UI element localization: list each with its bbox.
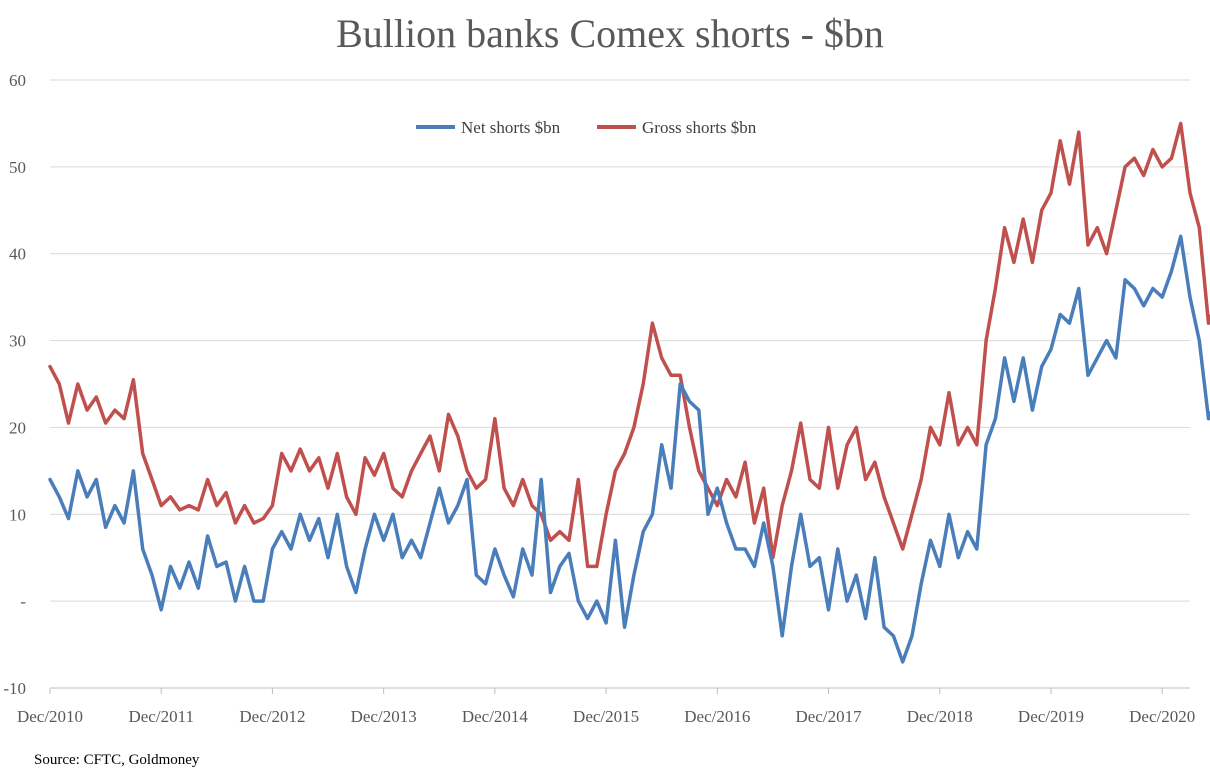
series-line-gross-shorts: [48, 121, 1210, 569]
y-tick-label: 40: [9, 245, 26, 264]
series-lines: [48, 121, 1210, 664]
source-note: Source: CFTC, Goldmoney: [34, 752, 200, 768]
x-tick-label: Dec/2010: [17, 707, 83, 726]
y-tick-label: -10: [3, 679, 26, 698]
legend-label-net: Net shorts $bn: [461, 118, 561, 137]
y-axis-ticks: 60 50 40 30 20 10 - -10: [3, 71, 26, 698]
y-tick-label: 20: [9, 418, 26, 437]
x-tick-label: Dec/2013: [351, 707, 417, 726]
y-tick-label: 30: [9, 332, 26, 351]
x-tick-label: Dec/2017: [795, 707, 862, 726]
y-tick-label: -: [20, 592, 26, 611]
y-tick-label: 50: [9, 158, 26, 177]
x-axis-ticks: Dec/2010 Dec/2011 Dec/2012 Dec/2013 Dec/2014…: [17, 688, 1195, 726]
series-line-net-shorts: [48, 234, 1210, 664]
x-tick-label: Dec/2015: [573, 707, 639, 726]
x-tick-label: Dec/2014: [462, 707, 529, 726]
y-tick-label: 10: [9, 505, 26, 524]
legend-label-gross: Gross shorts $bn: [642, 118, 757, 137]
x-tick-label: Dec/2020: [1129, 707, 1195, 726]
legend: Net shorts $bn Gross shorts $bn: [416, 118, 757, 137]
x-tick-label: Dec/2019: [1018, 707, 1084, 726]
x-tick-label: Dec/2011: [128, 707, 193, 726]
chart-title: Bullion banks Comex shorts - $bn: [336, 11, 884, 56]
gridlines: [50, 79, 1190, 602]
x-tick-label: Dec/2016: [684, 707, 750, 726]
x-tick-label: Dec/2018: [907, 707, 973, 726]
x-tick-label: Dec/2012: [239, 707, 305, 726]
y-tick-label: 60: [9, 71, 26, 90]
